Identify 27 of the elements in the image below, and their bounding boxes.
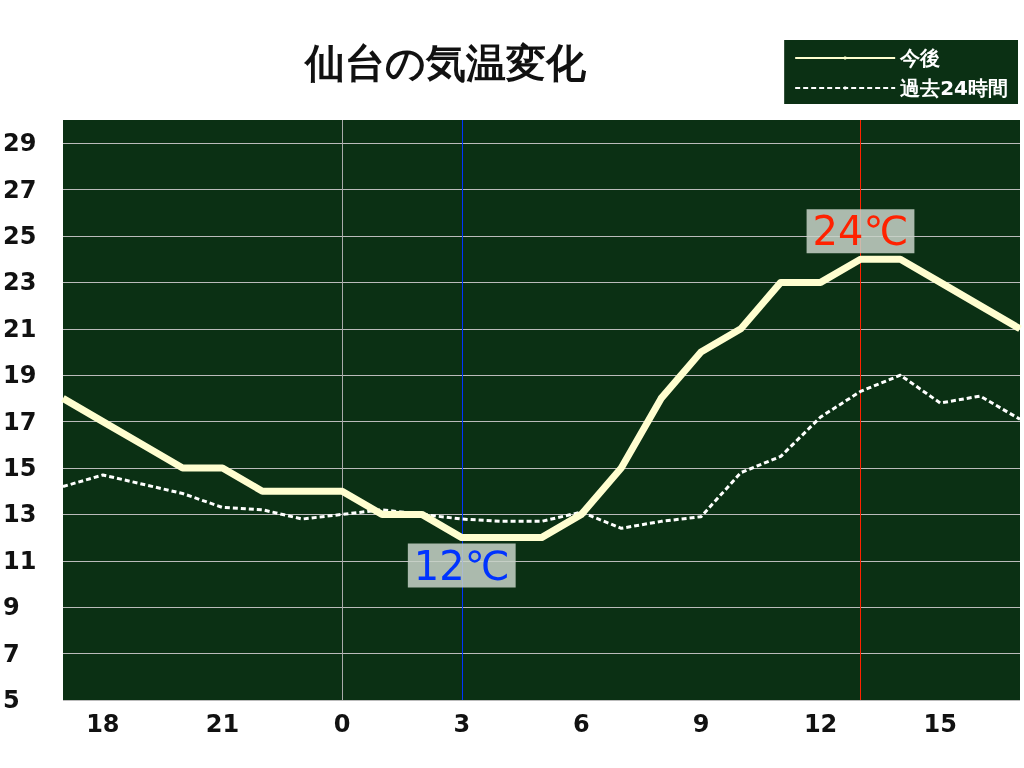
- y-tick-label: 25: [3, 222, 37, 250]
- x-tick-label: 3: [453, 710, 471, 738]
- chart-title: 仙台の気温変化: [303, 40, 587, 86]
- y-tick-label: 21: [3, 314, 37, 343]
- legend-label: 今後: [899, 46, 941, 70]
- y-tick-label: 5: [3, 686, 20, 714]
- annotation: 24℃: [812, 208, 909, 255]
- x-tick-label: 15: [923, 710, 957, 738]
- line-series: [61, 373, 1022, 530]
- x-tick-label: 9: [692, 710, 710, 738]
- y-tick-label: 13: [3, 500, 37, 529]
- y-tick-label: 29: [3, 129, 37, 158]
- x-tick-label: 12: [803, 710, 838, 738]
- y-tick-label: 19: [3, 361, 37, 390]
- y-tick-label: 23: [3, 268, 37, 297]
- x-tick-label: 0: [333, 710, 351, 738]
- y-tick-label: 9: [3, 593, 20, 622]
- x-tick-label: 18: [86, 710, 120, 738]
- y-tick-label: 27: [3, 175, 37, 204]
- x-tick-label: 6: [573, 710, 590, 738]
- y-tick-label: 17: [3, 407, 37, 436]
- y-tick-label: 7: [3, 639, 20, 668]
- y-tick-label: 15: [3, 454, 37, 482]
- x-tick-label: 21: [205, 710, 240, 738]
- legend-label: 過去24時間: [899, 76, 1009, 100]
- y-tick-label: 11: [3, 546, 37, 575]
- annotation: 12℃: [413, 542, 510, 589]
